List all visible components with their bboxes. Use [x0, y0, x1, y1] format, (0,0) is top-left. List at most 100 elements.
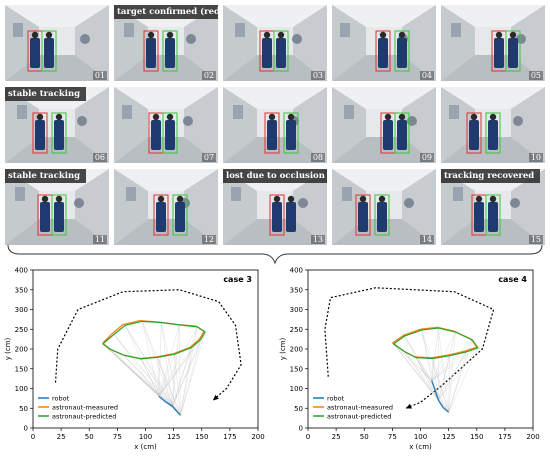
robot-astronaut-link — [438, 347, 479, 401]
x-tick-label: 75 — [388, 433, 397, 441]
tracking-frame: 03 — [223, 5, 327, 81]
tracking-frame: 08 — [223, 87, 327, 163]
robot-astronaut-link — [431, 358, 434, 381]
series-line-astronaut-predicted — [393, 327, 479, 360]
frame-scene — [223, 5, 327, 81]
frame-scene — [223, 87, 327, 163]
trajectory-chart-case-4: 0 25 50 75 100 125 150 175 200 0 50 100 150 200 250 300… — [275, 262, 550, 457]
robot-astronaut-link — [141, 321, 173, 407]
robot-astronaut-link — [113, 334, 160, 397]
y-tick-label: 0 — [24, 425, 28, 433]
y-tick-label: 100 — [290, 385, 303, 393]
frame-number: 07 — [201, 153, 216, 162]
robot-astronaut-link — [161, 322, 181, 416]
tracking-frame: 02 target confirmed (red box) — [114, 5, 218, 81]
y-tick-label: 250 — [15, 326, 28, 334]
frame-status-banner: stable tracking — [5, 169, 87, 183]
x-tick-label: 150 — [470, 433, 483, 441]
tracking-frame: 01 — [5, 5, 109, 81]
frame-status-banner: target confirmed (red box) — [114, 5, 218, 19]
robot-astronaut-link — [448, 355, 450, 413]
frame-number: 10 — [528, 153, 543, 162]
legend-label: astronaut-measured — [52, 404, 118, 412]
y-tick-label: 200 — [15, 346, 28, 354]
robot-astronaut-link — [448, 339, 473, 413]
chart-title: case 3 — [223, 275, 252, 284]
robot-astronaut-link — [421, 329, 449, 413]
y-tick-label: 400 — [15, 267, 28, 275]
frame-number: 04 — [419, 71, 434, 80]
robot-astronaut-link — [431, 339, 473, 381]
series-line-astronaut-predicted — [102, 320, 206, 360]
y-tick-label: 50 — [19, 405, 28, 413]
chart-svg: 0 25 50 75 100 125 150 175 200 0 50 100 150 200 250 300… — [279, 267, 540, 452]
y-tick-label: 350 — [15, 286, 28, 294]
frame-scene — [441, 5, 545, 81]
x-tick-label: 50 — [85, 433, 94, 441]
y-tick-label: 400 — [290, 267, 303, 275]
x-tick-label: 125 — [442, 433, 455, 441]
y-tick-label: 150 — [290, 365, 303, 373]
frame-status-banner: lost due to occlusion — [223, 169, 327, 183]
robot-astronaut-link — [404, 351, 432, 381]
y-tick-label: 50 — [294, 405, 303, 413]
x-tick-label: 25 — [332, 433, 341, 441]
frame-number: 11 — [92, 235, 107, 244]
frame-number: 15 — [528, 235, 543, 244]
robot-astronaut-link — [125, 325, 181, 416]
robot-astronaut-link — [448, 347, 479, 413]
robot-astronaut-link — [172, 354, 175, 407]
frame-scene — [332, 169, 436, 245]
robot-astronaut-link — [180, 347, 192, 416]
motion-route-dashed — [324, 287, 495, 409]
robot-astronaut-link — [140, 358, 181, 416]
x-tick-label: 200 — [526, 433, 539, 441]
frame-scene — [5, 5, 109, 81]
tracking-frame: 15 tracking recovered — [441, 169, 545, 245]
robot-astronaut-link — [180, 331, 206, 416]
robot-astronaut-link — [438, 328, 449, 413]
robot-astronaut-link — [431, 347, 478, 381]
series-line-robot — [431, 380, 450, 413]
y-tick-label: 150 — [15, 365, 28, 373]
trajectory-chart-case-3: 0 25 50 75 100 125 150 175 200 0 50 100 150 200 250 300… — [0, 262, 275, 457]
robot-astronaut-link — [432, 358, 449, 413]
x-tick-label: 100 — [139, 433, 152, 441]
frame-number: 03 — [310, 71, 325, 80]
tracking-frame: 13 lost due to occlusion — [223, 169, 327, 245]
y-tick-label: 200 — [290, 346, 303, 354]
x-tick-label: 0 — [31, 433, 35, 441]
robot-astronaut-link — [158, 354, 175, 397]
x-tick-label: 0 — [306, 433, 310, 441]
x-tick-label: 125 — [167, 433, 180, 441]
route-arrowhead — [405, 403, 412, 409]
tracking-frame: 11 stable tracking — [5, 169, 109, 245]
frame-scene — [114, 169, 218, 245]
robot-astronaut-link — [421, 330, 432, 381]
robot-astronaut-link — [102, 343, 173, 407]
robot-astronaut-link — [140, 358, 173, 407]
y-tick-label: 0 — [299, 425, 303, 433]
frame-scene — [332, 5, 436, 81]
y-tick-label: 300 — [290, 306, 303, 314]
robot-astronaut-link — [179, 324, 181, 416]
x-tick-label: 150 — [195, 433, 208, 441]
robot-astronaut-link — [438, 351, 467, 401]
y-tick-label: 250 — [290, 326, 303, 334]
robot-astronaut-link — [172, 339, 201, 407]
frame-number: 13 — [310, 235, 325, 244]
route-arrowhead — [213, 394, 219, 401]
frame-number: 01 — [92, 71, 107, 80]
robot-astronaut-link — [140, 358, 160, 397]
series-line-robot — [158, 395, 181, 416]
tracking-frame: 12 — [114, 169, 218, 245]
robot-astronaut-link — [157, 357, 181, 416]
frame-scene — [114, 87, 218, 163]
robot-astronaut-link — [431, 355, 450, 381]
chart-title: case 4 — [498, 275, 527, 284]
x-tick-label: 75 — [113, 433, 122, 441]
robot-astronaut-link — [431, 328, 439, 381]
y-tick-label: 100 — [15, 385, 28, 393]
robot-astronaut-link — [431, 351, 467, 381]
frame-number: 14 — [419, 235, 434, 244]
